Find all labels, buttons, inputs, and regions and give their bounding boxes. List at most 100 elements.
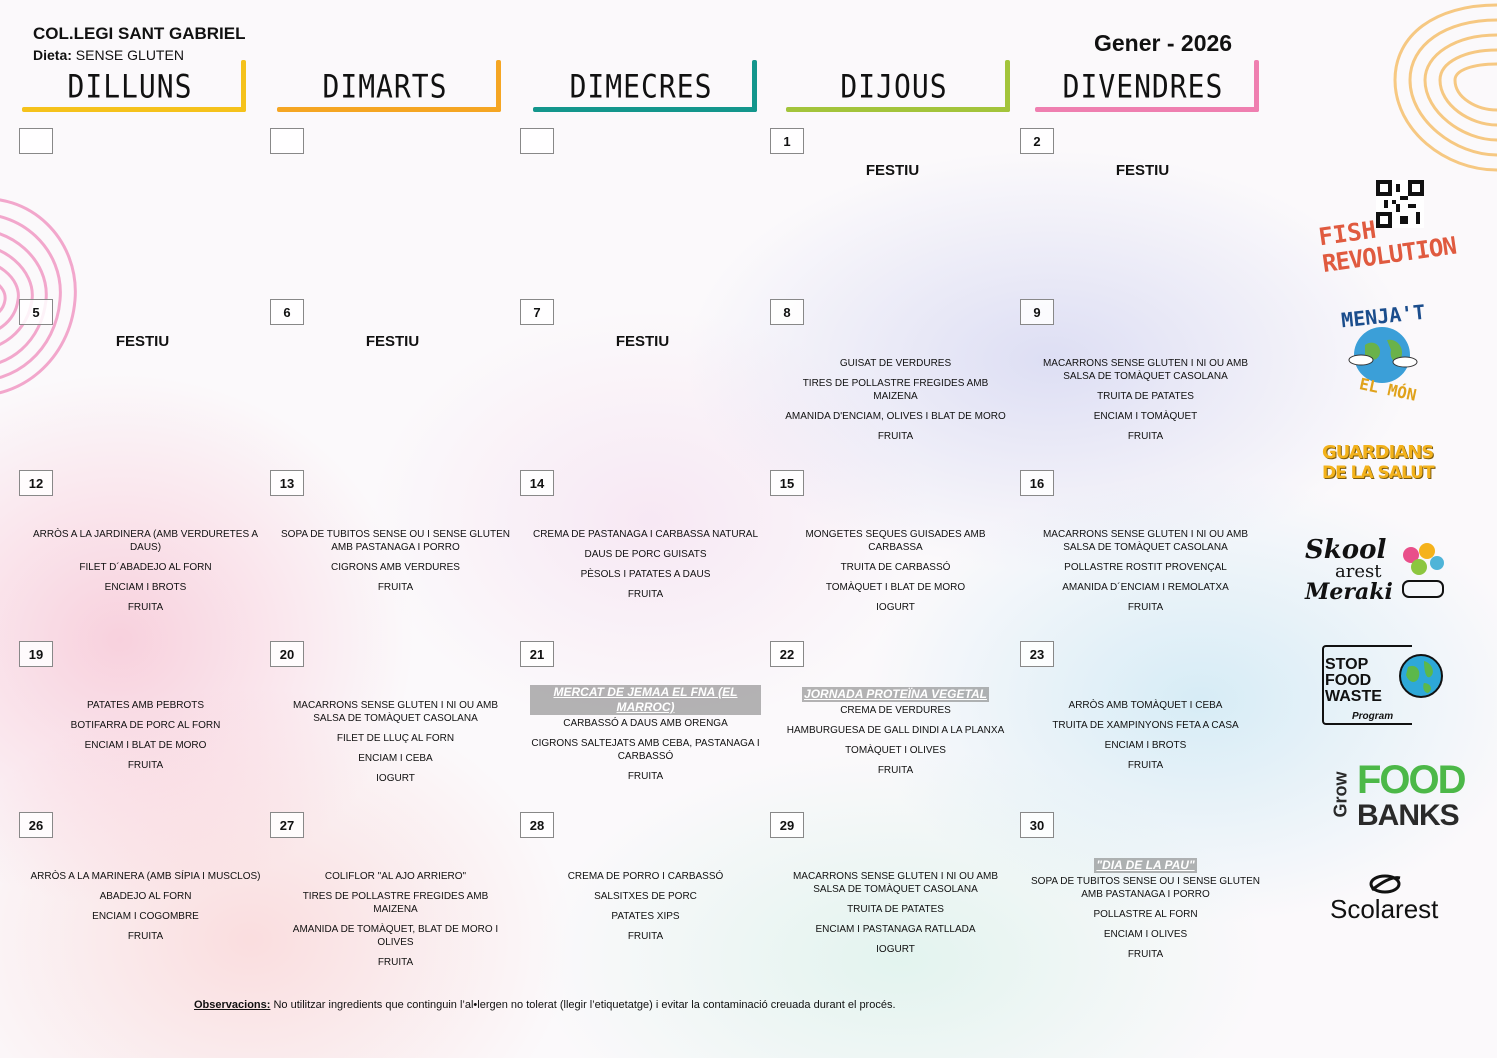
menu-item: FILET DE LLUÇ AL FORN (336, 733, 455, 744)
menu-list: "DIA DE LA PAU" SOPA DE TUBITOS SENSE OU … (1030, 856, 1261, 968)
special-day-theme: MERCAT DE JEMAA EL FNA (EL MARROC) (530, 685, 761, 715)
menu-item: ARRÒS AMB TOMÀQUET I CEBA (1068, 700, 1223, 711)
menu-item: SALSITXES DE PORC (594, 891, 697, 902)
menu-item: GUISAT DE VERDURES (839, 358, 952, 369)
day-header-divendres: DIVENDRES (1035, 60, 1259, 112)
salut-logo-text: DE LA SALUT (1322, 463, 1435, 483)
grow-logo-text: Grow (1330, 771, 1351, 818)
grow-food-banks-logo: Grow FOOD BANKS (1330, 760, 1467, 840)
day-number: 20 (270, 641, 304, 667)
menu-item: CREMA DE PORRO I CARBASSÓ (567, 871, 724, 882)
day-header-dilluns: DILLUNS (22, 60, 246, 112)
menu-list: MACARRONS SENSE GLUTEN I NI OU AMB SALSA… (1030, 357, 1261, 450)
menu-item: CIGRONS SALTEJATS AMB CEBA, PASTANAGA I … (531, 738, 760, 762)
day-number: 22 (770, 641, 804, 667)
day-cell: 6 FESTIU (270, 299, 515, 464)
menu-item: SOPA DE TUBITOS SENSE OU I SENSE GLUTEN … (1031, 876, 1260, 900)
diet-value: SENSE GLUTEN (75, 47, 184, 63)
menu-list: MACARRONS SENSE GLUTEN I NI OU AMB SALSA… (280, 699, 511, 792)
diet-line: Dieta: SENSE GLUTEN (33, 47, 184, 63)
day-number: 23 (1020, 641, 1054, 667)
day-cell: 7 FESTIU (520, 299, 765, 464)
day-header-side-line (496, 60, 501, 112)
day-header-side-line (752, 60, 757, 112)
food-banks-food-text: FOOD (1357, 758, 1467, 802)
day-header-underline (22, 107, 246, 112)
menu-item: PATATES AMB PEBROTS (86, 700, 205, 711)
day-header-side-line (241, 60, 246, 112)
day-number: 29 (770, 812, 804, 838)
menu-item: TRUITA DE PATATES (847, 904, 944, 915)
menu-item: FRUITA (127, 931, 164, 942)
day-cell: 23 ARRÒS AMB TOMÀQUET I CEBA TRUITA DE XAM… (1020, 641, 1265, 806)
menu-item: AMANIDA D´ENCIAM I REMOLATXA (1062, 582, 1229, 593)
skool-logo-text: Skool (1305, 535, 1387, 565)
day-cell: 22 JORNADA PROTEÏNA VEGETAL CREMA DE VERDU… (770, 641, 1015, 806)
menu-item: TOMÀQUET I BLAT DE MORO (825, 582, 966, 593)
menu-item: FRUITA (127, 760, 164, 771)
menu-item: FILET D´ABADEJO AL FORN (79, 562, 212, 573)
menjat-el-mon-logo: MENJA'T EL MÓN (1335, 300, 1430, 405)
menu-item: IOGURT (876, 944, 915, 955)
day-number: 19 (19, 641, 53, 667)
menu-item: HAMBURGUESA DE GALL DINDI A LA PLANXA (786, 725, 1005, 736)
scolarest-logo: Scolarest (1330, 872, 1442, 924)
menu-item: MACARRONS SENSE GLUTEN I NI OU AMB SALSA… (1042, 358, 1249, 382)
menu-item: TOMÀQUET I OLIVES (845, 745, 946, 756)
day-cell (19, 128, 265, 293)
menu-list: ARRÒS AMB TOMÀQUET I CEBA TRUITA DE XAMPI… (1030, 699, 1261, 779)
earth-icon (1399, 654, 1443, 698)
skool-meraki-logo: Skool arest Meraki (1305, 535, 1450, 607)
day-header-dimecres: DIMECRES (533, 60, 757, 112)
menu-list: COLIFLOR "AL AJO ARRIERO" TIRES DE POLLAS… (280, 870, 511, 976)
day-cell: 15 MONGETES SEQUES GUISADES AMB CARBASSA T… (770, 470, 1015, 635)
day-cell: 20 MACARRONS SENSE GLUTEN I NI OU AMB SAL… (270, 641, 515, 806)
menu-item: MACARRONS SENSE GLUTEN I NI OU AMB SALSA… (1042, 529, 1249, 553)
menu-item: FRUITA (1127, 949, 1164, 960)
menu-item: TRUITA DE PATATES (1097, 391, 1194, 402)
day-cell: 2 FESTIU (1020, 128, 1265, 293)
day-cell: 1 FESTIU (770, 128, 1015, 293)
day-cell: 5 FESTIU (19, 299, 265, 464)
menu-item: IOGURT (876, 602, 915, 613)
scolarest-logo-text: Scolarest (1330, 894, 1439, 924)
arest-logo-text: arest (1335, 561, 1382, 582)
day-header-underline (533, 107, 757, 112)
menu-list: MERCAT DE JEMAA EL FNA (EL MARROC) CARBAS… (530, 685, 761, 790)
day-number: 7 (520, 299, 554, 325)
menu-item: PÈSOLS I PATATES A DAUS (580, 569, 711, 580)
menu-list: SOPA DE TUBITOS SENSE OU I SENSE GLUTEN … (280, 528, 511, 601)
holiday-label: FESTIU (365, 333, 420, 350)
day-header-label: DILLUNS (67, 67, 193, 106)
menu-item: ARRÒS A LA MARINERA (AMB SÍPIA I MUSCLOS… (30, 871, 261, 882)
day-number: 5 (19, 299, 53, 325)
waste-logo-text: WASTE (1325, 688, 1382, 705)
menu-list: MONGETES SEQUES GUISADES AMB CARBASSA TRU… (780, 528, 1011, 621)
day-cell: 13 SOPA DE TUBITOS SENSE OU I SENSE GLUTE… (270, 470, 515, 635)
day-header-dimarts: DIMARTS (277, 60, 501, 112)
menu-item: AMANIDA D'ENCIAM, OLIVES I BLAT DE MORO (785, 411, 1006, 422)
day-number: 13 (270, 470, 304, 496)
menu-list: ARRÒS A LA MARINERA (AMB SÍPIA I MUSCLOS… (30, 870, 261, 950)
day-cell: 8 GUISAT DE VERDURES TIRES DE POLLASTRE FR… (770, 299, 1015, 464)
orange-fingerprint-decoration (1393, 3, 1497, 172)
menu-item: POLLASTRE ROSTIT PROVENÇAL (1064, 562, 1227, 573)
observations-label: Observacions: (194, 999, 271, 1011)
menu-item: CREMA DE PASTANAGA I CARBASSA NATURAL (532, 529, 759, 540)
day-cell: 19 PATATES AMB PEBROTS BOTIFARRA DE PORC A… (19, 641, 265, 806)
day-cell: 21 MERCAT DE JEMAA EL FNA (EL MARROC) CARB… (520, 641, 765, 806)
menu-item: FRUITA (877, 431, 914, 442)
menu-item: PATATES XIPS (611, 911, 680, 922)
food-banks-banks-text: BANKS (1357, 799, 1460, 832)
day-cell (270, 128, 515, 293)
menu-list: JORNADA PROTEÏNA VEGETAL CREMA DE VERDURE… (780, 685, 1011, 784)
menu-item: ENCIAM I BROTS (104, 582, 187, 593)
menu-item: ENCIAM I COGOMBRE (92, 911, 199, 922)
day-cell: 12 ARRÒS A LA JARDINERA (AMB VERDURETES A… (19, 470, 265, 635)
day-number: 16 (1020, 470, 1054, 496)
menu-item: BOTIFARRA DE PORC AL FORN (70, 720, 221, 731)
day-header-label: DIMARTS (322, 67, 448, 106)
day-number: 21 (520, 641, 554, 667)
day-cell: 27 COLIFLOR "AL AJO ARRIERO" TIRES DE POLL… (270, 812, 515, 977)
observations: Observacions: No utilitzar ingredients q… (194, 999, 896, 1011)
